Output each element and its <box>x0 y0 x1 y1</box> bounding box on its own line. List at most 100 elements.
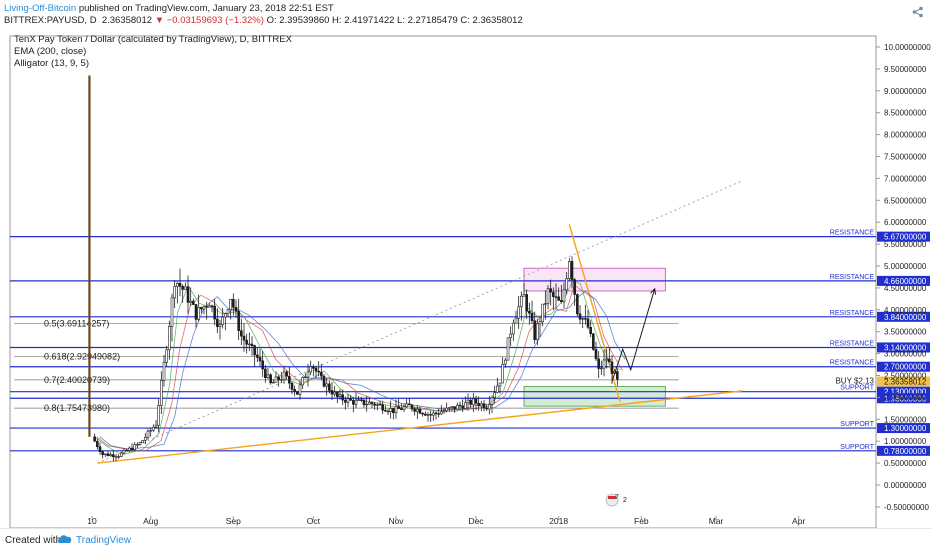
candle-body <box>162 361 166 381</box>
candle-body <box>565 278 568 291</box>
price-tick-label: 6.50000000 <box>884 196 927 205</box>
level-price-text: 3.14000000 <box>884 343 927 352</box>
level-price-text: 5.67000000 <box>884 233 927 242</box>
candle-body <box>496 385 499 393</box>
change-text: ▼ −0.03159693 (−1.32%) <box>154 15 264 26</box>
tradingview-cloud-icon <box>57 535 72 543</box>
price-tick-label: 3.50000000 <box>884 328 927 337</box>
candle-body <box>304 376 307 379</box>
candle-body <box>373 403 376 406</box>
price-chart[interactable]: TenX Pay Token / Dollar (calculated by T… <box>0 0 932 528</box>
candle-body <box>501 363 504 384</box>
price-tick-label: 4.50000000 <box>884 284 927 293</box>
buy-zone-box <box>523 386 666 407</box>
candle-body <box>125 449 128 452</box>
candle-body <box>226 309 230 315</box>
price-tick-label: 8.50000000 <box>884 109 927 118</box>
candle-body <box>610 361 614 374</box>
candle-body <box>354 399 358 405</box>
candle-body <box>616 371 619 380</box>
candle-body <box>602 359 606 369</box>
candle-body <box>525 294 528 312</box>
candle-body <box>229 299 232 311</box>
candle-body <box>176 282 179 287</box>
candle-body <box>253 345 256 356</box>
event-badge-count: 2 <box>623 497 627 504</box>
candle-body <box>429 414 432 416</box>
candle-body <box>160 380 163 406</box>
level-price-text: 4.66000000 <box>884 277 927 286</box>
time-tick-label: Nov <box>388 516 404 526</box>
candle-body <box>178 282 182 287</box>
level-price-badge <box>877 386 930 397</box>
candle-body <box>394 406 398 414</box>
price-tick-label: 1.00000000 <box>884 437 927 446</box>
candle-body <box>461 405 464 409</box>
candle-body <box>576 294 579 315</box>
author-name[interactable]: Living-Off-Bitcoin <box>4 3 77 14</box>
publish-line: Living-Off-Bitcoin published on TradingV… <box>4 3 334 14</box>
level-label: SUPPORT <box>840 444 874 451</box>
candle-body <box>149 429 152 432</box>
candle-body <box>218 324 222 327</box>
candle-body <box>469 399 472 405</box>
candle-body <box>560 300 563 302</box>
candle-body <box>272 381 275 384</box>
candle-body <box>258 357 262 362</box>
level-label: SUPPORT <box>840 421 874 428</box>
candle-body <box>453 406 456 410</box>
candle-body <box>493 392 496 398</box>
candle-body <box>122 449 126 454</box>
alligator-jaw-line <box>99 290 626 450</box>
level-price-badge <box>877 311 930 322</box>
candle-body <box>152 426 155 431</box>
alligator-teeth-line <box>96 284 623 452</box>
candle-body <box>117 456 120 458</box>
candle-body <box>296 391 299 395</box>
candle-body <box>392 408 395 414</box>
candle-body <box>112 454 115 458</box>
candle-body <box>274 376 278 383</box>
level-price-text: 1.98000000 <box>884 394 927 403</box>
fib-level-label: 0.5(3.69114257) <box>44 318 109 328</box>
rising-trendline <box>97 390 743 464</box>
share-icon[interactable] <box>912 6 924 18</box>
candle-body <box>200 307 203 310</box>
tradingview-brand[interactable]: TradingView <box>76 535 132 546</box>
candle-body <box>256 354 259 358</box>
candle-body <box>424 413 427 416</box>
time-tick-label: Dec <box>468 516 484 526</box>
candle-body <box>298 384 302 395</box>
candle-body <box>173 286 176 299</box>
candle-body <box>517 306 520 319</box>
price-tick-label: 9.50000000 <box>884 65 927 74</box>
price-tick-label: 2.50000000 <box>884 372 927 381</box>
candle-body <box>506 337 510 361</box>
candle-body <box>549 288 552 293</box>
candle-body <box>93 436 96 442</box>
candle-body <box>474 398 478 404</box>
candle-body <box>402 406 406 410</box>
candle-body <box>509 333 512 339</box>
candle-body <box>336 391 339 398</box>
candle-body <box>381 404 384 411</box>
candle-body <box>232 299 235 308</box>
event-badge-count: 7 <box>615 494 619 501</box>
candle-body <box>605 358 608 361</box>
candle-body <box>538 321 542 325</box>
candle-body <box>376 404 379 406</box>
candle-body <box>578 313 582 320</box>
candle-body <box>490 397 494 405</box>
candle-body <box>405 403 408 408</box>
candle-body <box>450 406 454 408</box>
candle-body <box>568 261 571 279</box>
ohlc-values: O: 2.39539860 H: 2.41971422 L: 2.2718547… <box>266 15 523 26</box>
last-price-text: 2.36358012 <box>884 377 927 386</box>
candle-body <box>181 286 184 290</box>
candle-body <box>466 399 470 404</box>
created-with-text: Created with <box>5 535 62 546</box>
candle-body <box>320 371 323 377</box>
candle-body <box>600 367 603 370</box>
time-tick-label: Feb <box>634 516 649 526</box>
event-flag-stripe <box>608 496 617 499</box>
